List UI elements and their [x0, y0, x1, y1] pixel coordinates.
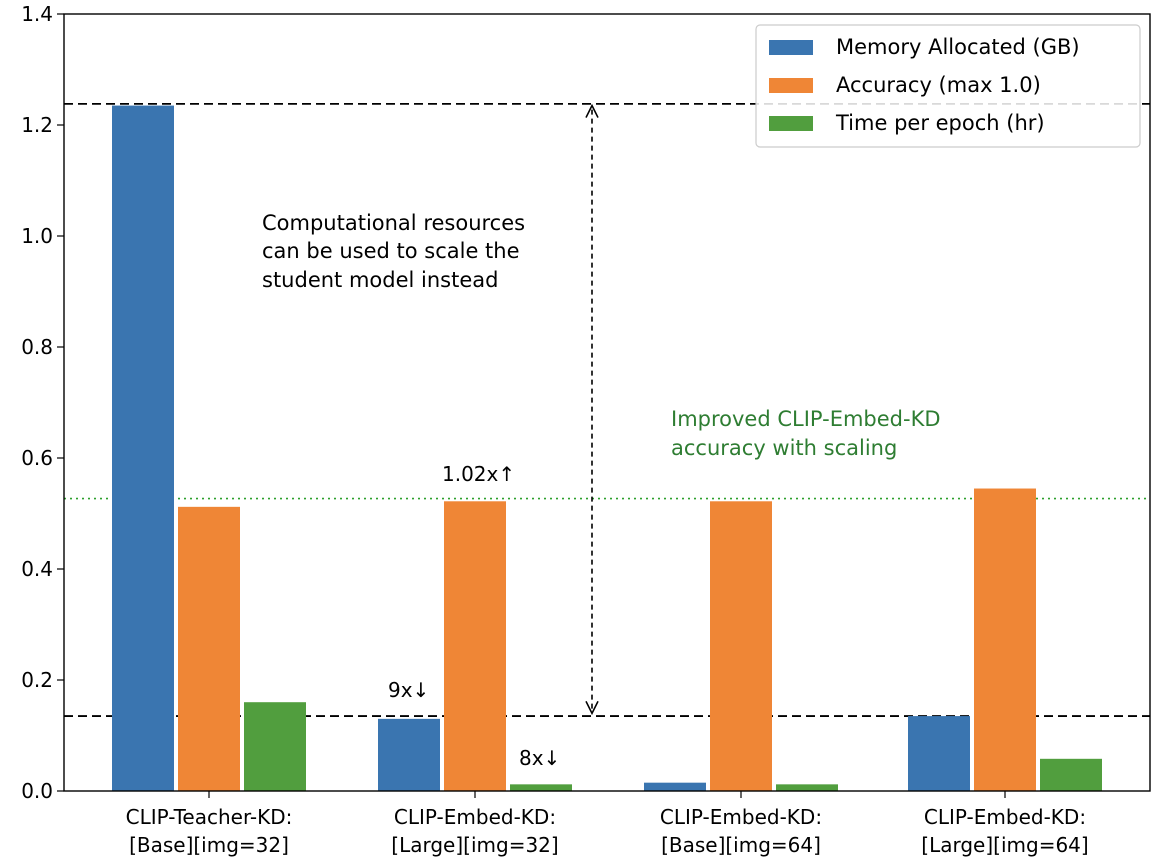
- double-arrow-head-up: [585, 103, 599, 118]
- y-tick-label-1: 0.0: [21, 779, 53, 803]
- bar-1-2: [378, 718, 440, 791]
- y-tick-label-5: 0.8: [21, 335, 53, 359]
- bar-3-1: [244, 702, 306, 791]
- legend-swatch-3: [769, 116, 813, 131]
- legend-label-3: Time per epoch (hr): [835, 111, 1045, 135]
- bar-2-1: [178, 506, 240, 791]
- plot-frame: [63, 13, 1151, 792]
- x-tick-label-3-2: [Base][img=64]: [661, 833, 821, 857]
- double-arrow-head-down: [585, 700, 599, 716]
- annotation-improved-line-1: Improved CLIP-Embed-KD: [671, 407, 941, 431]
- bar-1-3: [644, 782, 706, 791]
- legend-swatch-2: [769, 78, 813, 93]
- annotations: Computational resources can be used to s…: [262, 103, 941, 770]
- bar-1-1: [112, 105, 174, 791]
- annotation-resources-line-1: Computational resources: [262, 211, 525, 235]
- bars: [112, 105, 1102, 791]
- y-tick-label-8: 1.4: [21, 2, 53, 26]
- annotation-accuracy-gain: 1.02x↑: [442, 462, 515, 486]
- annotation-resources-line-2: can be used to scale the: [262, 239, 520, 263]
- x-tick-label-3-1: CLIP-Embed-KD:: [660, 805, 822, 829]
- annotation-time-drop: 8x↓: [519, 746, 560, 770]
- legend: Memory Allocated (GB) Accuracy (max 1.0) T…: [755, 24, 1141, 148]
- x-tick-label-4-1: CLIP-Embed-KD:: [924, 805, 1086, 829]
- legend-label-1: Memory Allocated (GB): [836, 35, 1080, 59]
- bar-1-4: [908, 716, 970, 791]
- bar-2-2: [444, 501, 506, 791]
- bar-2-3: [710, 501, 772, 791]
- x-tick-label-2-1: CLIP-Embed-KD:: [394, 805, 556, 829]
- bar-3-2: [510, 784, 572, 791]
- annotation-resources-line-3: student model instead: [262, 268, 498, 292]
- bar-2-4: [974, 488, 1036, 791]
- annotation-memory-drop: 9x↓: [388, 678, 429, 702]
- bar-3-4: [1040, 758, 1102, 791]
- annotation-improved-line-2: accuracy with scaling: [671, 436, 897, 460]
- x-tick-label-1-1: CLIP-Teacher-KD:: [126, 805, 293, 829]
- legend-swatch-1: [769, 40, 813, 55]
- x-tick-label-2-2: [Large][img=32]: [391, 833, 558, 857]
- legend-box: [755, 24, 1141, 148]
- x-tick-label-4-2: [Large][img=64]: [921, 833, 1088, 857]
- legend-label-2: Accuracy (max 1.0): [836, 73, 1041, 97]
- y-tick-label-3: 0.4: [21, 557, 53, 581]
- bar-3-3: [776, 784, 838, 791]
- y-tick-label-2: 0.2: [21, 668, 53, 692]
- y-tick-label-4: 0.6: [21, 446, 53, 470]
- axes: 0.0 0.2 0.4 0.6 0.8 1.0 1.2 1.4 CLIP-Teacher-KD:…: [21, 2, 1151, 857]
- x-tick-label-1-2: [Base][img=32]: [129, 833, 289, 857]
- y-tick-label-6: 1.0: [21, 224, 53, 248]
- y-tick-label-7: 1.2: [21, 113, 53, 137]
